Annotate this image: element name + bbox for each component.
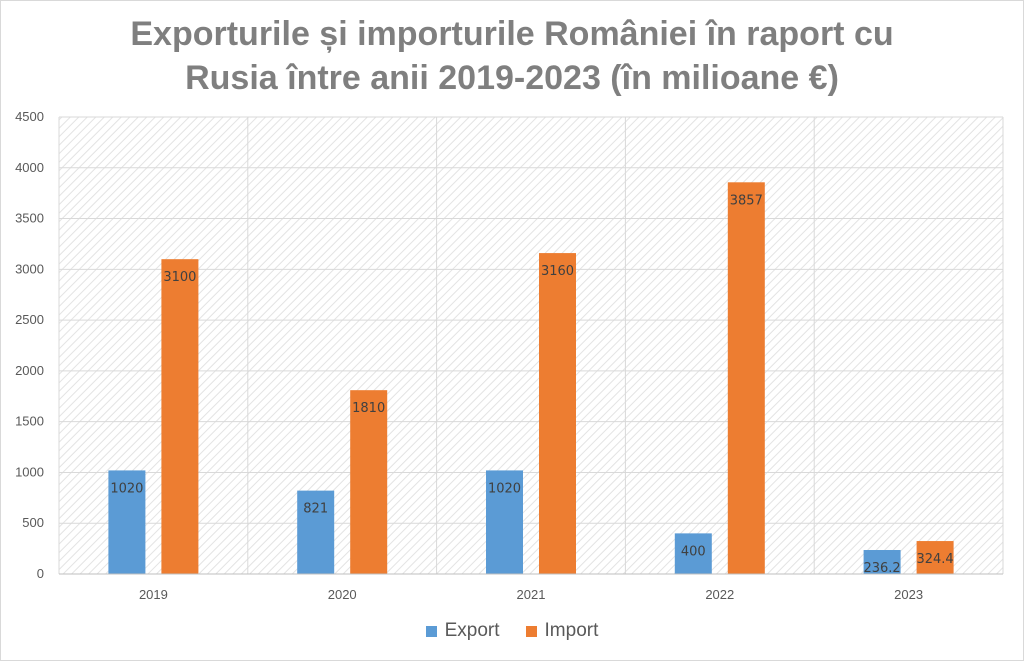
y-tick-label: 4500 (15, 109, 44, 124)
data-label-import-2019: 3100 (163, 270, 196, 285)
bar-export-2020 (297, 490, 335, 574)
x-axis: 2019 2020 2021 2022 2023 (59, 573, 1003, 602)
chart-title: Exporturile și importurile României în r… (0, 12, 1024, 100)
x-tick-label: 2023 (894, 587, 923, 602)
data-label-export-2019: 1020 (110, 481, 143, 496)
y-axis: 0 500 1000 1500 2000 2500 3000 3500 4000 4500 (15, 109, 44, 581)
data-label-export-2021: 1020 (488, 481, 521, 496)
legend-item-export: Export (425, 620, 500, 642)
bars: 1020 3100 821 1810 1020 3160 400 3857 236.2 324.4 (108, 182, 954, 576)
chart-title-line-2: Rusia între anii 2019-2023 (în milioane … (185, 59, 839, 97)
data-label-export-2020: 821 (303, 502, 328, 517)
bar-import-2023 (916, 541, 954, 574)
legend-swatch-import (525, 625, 537, 637)
data-label-import-2023: 324.4 (916, 552, 953, 567)
bar-export-2022 (674, 533, 712, 574)
y-tick-label: 0 (37, 566, 44, 581)
x-tick-label: 2019 (139, 587, 168, 602)
data-label-import-2020: 1810 (352, 401, 385, 416)
y-tick-label: 2500 (15, 312, 44, 327)
y-tick-label: 2000 (15, 363, 44, 378)
bar-import-2021 (539, 253, 576, 574)
legend-item-import: Import (525, 620, 599, 642)
y-tick-label: 1000 (15, 464, 44, 479)
bar-export-2023 (863, 550, 901, 574)
y-tick-label: 3500 (15, 211, 44, 226)
plot-area-background (59, 117, 1003, 574)
y-tick-label: 3000 (15, 261, 44, 276)
bar-import-2022 (727, 182, 765, 574)
y-tick-label: 4000 (15, 160, 44, 175)
data-label-export-2023: 236.2 (863, 561, 900, 576)
bar-import-2019 (161, 259, 199, 574)
x-tick-label: 2022 (705, 587, 734, 602)
data-label-import-2022: 3857 (730, 193, 763, 208)
bar-import-2020 (350, 390, 388, 574)
legend-swatch-export (425, 625, 437, 637)
data-label-export-2022: 400 (681, 544, 706, 559)
x-tick-label: 2021 (517, 587, 546, 602)
x-tick-label: 2020 (328, 587, 357, 602)
legend-label-import: Import (544, 620, 599, 641)
bar-export-2021 (486, 470, 523, 574)
legend: Export Import (0, 620, 1024, 642)
data-label-import-2021: 3160 (541, 264, 574, 279)
bar-export-2019 (108, 470, 146, 574)
y-tick-label: 500 (22, 515, 44, 530)
legend-label-export: Export (444, 620, 500, 641)
chart-title-line-1: Exporturile și importurile României în r… (130, 15, 894, 53)
y-tick-label: 1500 (15, 414, 44, 429)
